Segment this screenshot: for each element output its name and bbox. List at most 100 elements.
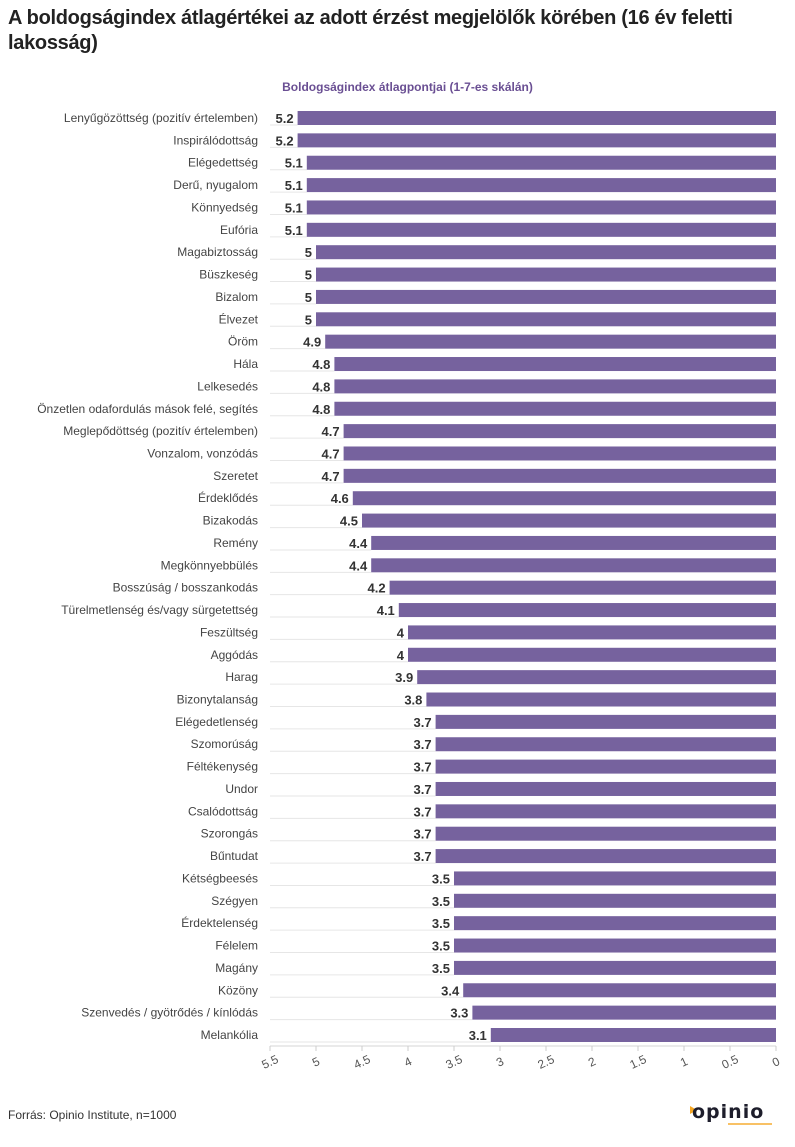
data-label: 5.2 [276,133,294,148]
bar [343,468,776,483]
data-label: 4 [397,648,405,663]
data-label: 4.7 [322,469,340,484]
bar [334,401,776,416]
svg-text:opinio: opinio [692,1101,764,1123]
bar [408,625,776,640]
data-label: 3.7 [414,737,432,752]
source-note: Forrás: Opinio Institute, n=1000 [8,1108,177,1122]
bar [316,245,776,260]
data-label: 4.7 [322,446,340,461]
category-label: Féltékenység [187,760,258,774]
data-label: 5.1 [285,223,303,238]
data-label: 5.1 [285,156,303,171]
bar [426,692,776,707]
data-label: 5.2 [276,111,294,126]
x-tick-label: 2.5 [535,1052,556,1072]
bar [454,871,776,886]
data-label: 5.1 [285,200,303,215]
data-label: 4.7 [322,424,340,439]
bar [398,603,776,618]
bar [435,759,776,774]
data-label: 3.5 [432,939,450,954]
category-label: Melankólia [201,1028,259,1042]
data-label: 5 [305,245,312,260]
data-label: 4.6 [331,491,349,506]
bar [490,1028,776,1042]
data-label: 5 [305,290,312,305]
bar [435,781,776,796]
data-label: 3.1 [469,1028,487,1043]
bar [316,312,776,327]
bar [334,379,776,394]
x-tick-label: 1.5 [627,1052,648,1072]
data-label: 4.2 [368,581,386,596]
bar [352,491,776,506]
bar [454,916,776,931]
category-label: Szeretet [213,469,258,483]
bar [371,535,776,550]
category-label: Öröm [228,335,258,349]
category-label: Közöny [218,983,258,997]
category-label: Könnyedség [191,200,258,214]
category-label: Bosszúság / bosszankodás [113,581,258,595]
bar [343,424,776,439]
data-label: 3.5 [432,871,450,886]
data-label: 3.5 [432,961,450,976]
bar [316,267,776,282]
x-tick-label: 0.5 [719,1052,740,1072]
opinio-logo: opinio [690,1101,772,1125]
bar [435,804,776,819]
bar [435,849,776,864]
data-label: 4.8 [312,379,330,394]
data-label: 3.9 [395,670,413,685]
category-label: Aggódás [211,648,258,662]
data-label: 3.5 [432,894,450,909]
data-label: 4.1 [377,603,395,618]
category-label: Bizakodás [203,514,258,528]
data-label: 5.1 [285,178,303,193]
data-label: 3.7 [414,804,432,819]
data-label: 3.7 [414,715,432,730]
category-label: Szomorúság [191,737,258,751]
data-label: 3.3 [450,1006,468,1021]
category-label: Önzetlen odafordulás mások felé, segítés [37,402,258,416]
chart-title: A boldogságindex átlagértékei az adott é… [8,7,733,54]
category-label: Szégyen [211,894,258,908]
bar [435,714,776,729]
bar [435,826,776,841]
x-tick-label: 2 [586,1054,598,1070]
data-label: 4.4 [349,558,368,573]
bar [306,178,776,193]
bar [297,111,776,125]
category-label: Derű, nyugalom [173,178,258,192]
category-label: Harag [225,670,258,684]
data-label: 4.5 [340,514,358,529]
bar [316,289,776,304]
x-tick-label: 4.5 [351,1052,372,1072]
bar [454,893,776,908]
bar [454,938,776,953]
category-label: Kétségbeesés [182,871,258,885]
data-label: 3.4 [441,983,460,998]
bar [408,647,776,662]
category-label: Eufória [220,223,258,237]
category-label: Undor [225,782,258,796]
data-label: 4 [397,625,405,640]
bar [297,133,776,148]
category-label: Érdeklődés [198,490,258,505]
x-tick-label: 3 [494,1054,506,1070]
category-label: Félelem [215,939,258,953]
category-label: Érdektelenség [181,915,258,930]
category-label: Hála [233,357,258,371]
category-label: Bizonytalanság [177,693,258,707]
category-label: Bizalom [215,290,258,304]
bar [417,670,776,685]
category-label: Csalódottság [188,804,258,818]
category-label: Meglepődöttség (pozitív értelemben) [63,424,258,438]
category-label: Megkönnyebbülés [161,558,258,572]
data-label: 3.7 [414,782,432,797]
category-label: Vonzalom, vonzódás [147,446,258,460]
category-label: Büszkeség [199,268,258,282]
bar [334,357,776,372]
data-label: 3.7 [414,760,432,775]
